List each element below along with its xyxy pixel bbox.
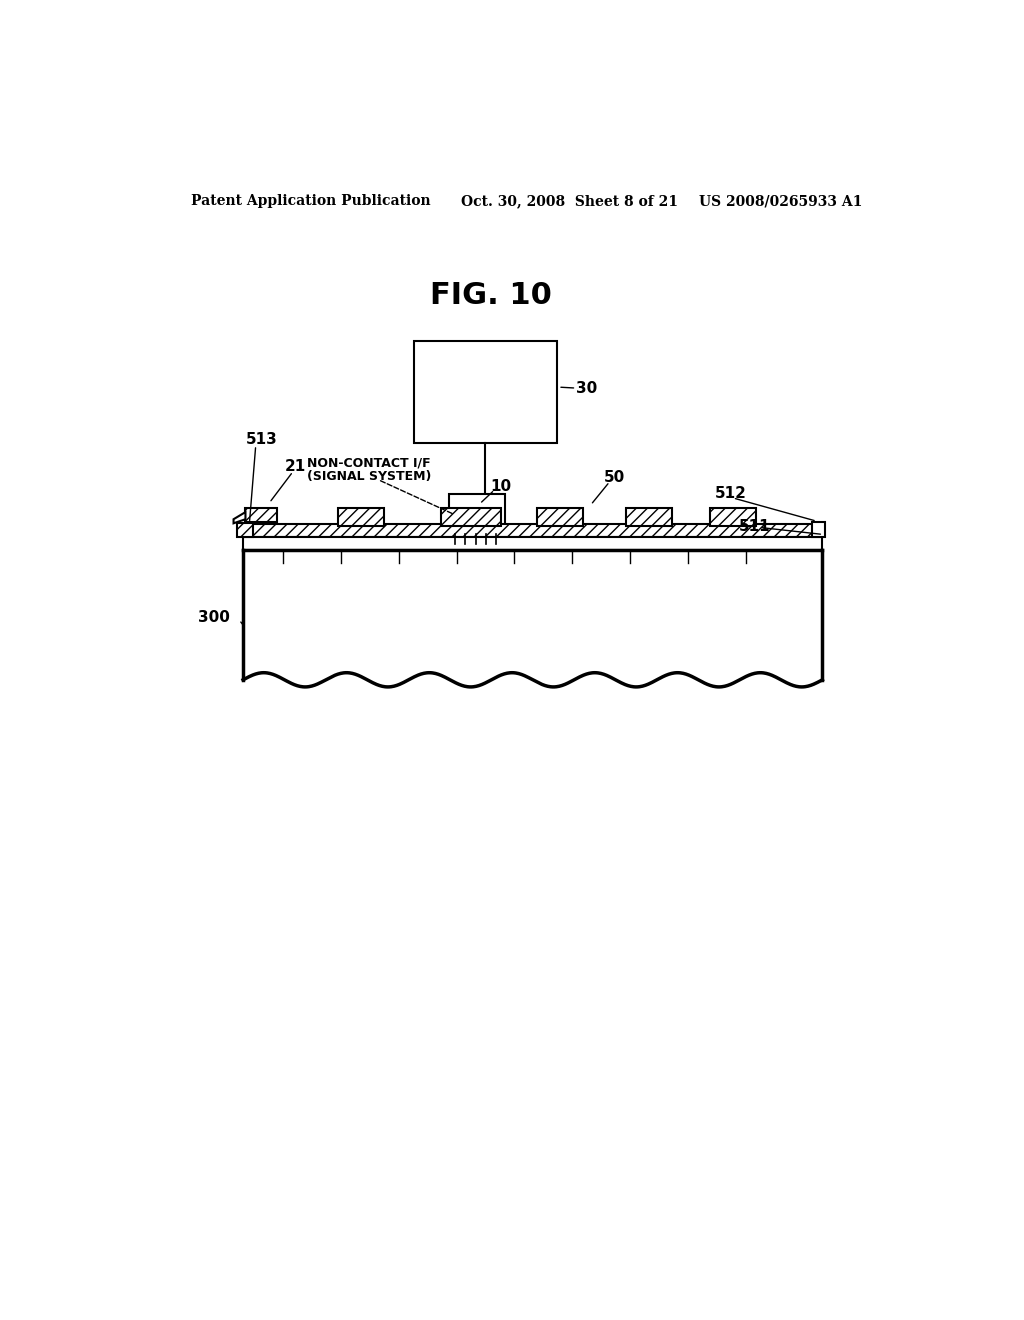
Text: FIG. 10: FIG. 10 xyxy=(430,281,552,310)
Text: NON-CONTACT I/F: NON-CONTACT I/F xyxy=(306,457,430,470)
FancyBboxPatch shape xyxy=(812,523,824,536)
Text: 10: 10 xyxy=(490,479,512,494)
Text: 512: 512 xyxy=(715,486,748,502)
FancyBboxPatch shape xyxy=(243,524,822,537)
FancyBboxPatch shape xyxy=(414,342,557,444)
Text: 21: 21 xyxy=(285,459,305,474)
Text: US 2008/0265933 A1: US 2008/0265933 A1 xyxy=(699,194,863,209)
Polygon shape xyxy=(246,508,278,523)
FancyBboxPatch shape xyxy=(627,508,673,527)
Text: Oct. 30, 2008  Sheet 8 of 21: Oct. 30, 2008 Sheet 8 of 21 xyxy=(461,194,678,209)
FancyBboxPatch shape xyxy=(243,537,822,549)
FancyBboxPatch shape xyxy=(338,508,384,527)
Text: 300: 300 xyxy=(198,610,229,626)
FancyBboxPatch shape xyxy=(710,508,756,527)
Text: 513: 513 xyxy=(246,433,278,447)
FancyBboxPatch shape xyxy=(441,508,501,527)
Polygon shape xyxy=(233,512,246,523)
FancyBboxPatch shape xyxy=(450,494,505,535)
FancyBboxPatch shape xyxy=(537,508,583,527)
Text: 30: 30 xyxy=(577,380,598,396)
Text: 511: 511 xyxy=(739,519,771,533)
Text: (SIGNAL SYSTEM): (SIGNAL SYSTEM) xyxy=(306,470,431,483)
Text: Patent Application Publication: Patent Application Publication xyxy=(191,194,431,209)
Text: 50: 50 xyxy=(604,470,626,484)
FancyBboxPatch shape xyxy=(237,523,253,536)
